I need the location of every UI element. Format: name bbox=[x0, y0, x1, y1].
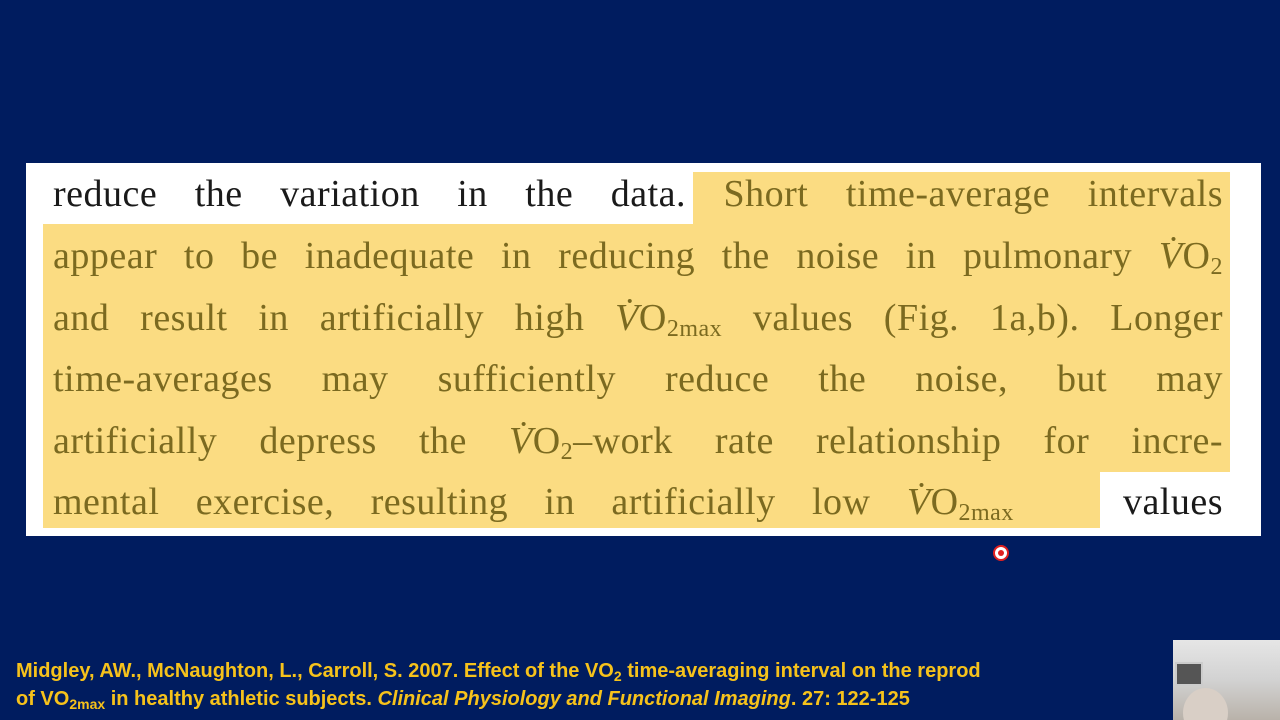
excerpt-line-3: and result in artificially high V̇O2max … bbox=[53, 287, 1223, 349]
highlighted-text: Short time-average intervals bbox=[723, 173, 1223, 215]
o: O bbox=[930, 481, 959, 523]
text: . 27: 122-125 bbox=[790, 688, 910, 710]
subscript: 2 bbox=[1210, 254, 1223, 280]
text: appear to be inadequate in reducing the … bbox=[53, 235, 1159, 277]
o: O bbox=[1182, 235, 1211, 277]
o: O bbox=[638, 297, 667, 339]
citation-line-2: of VO2max in healthy athletic subjects. … bbox=[16, 688, 910, 711]
highlight bbox=[693, 172, 1230, 224]
subscript: 2 bbox=[560, 439, 574, 465]
v-dot: V̇ bbox=[906, 481, 931, 523]
text: mental exercise, resulting in artificial… bbox=[53, 481, 907, 523]
text: of VO bbox=[16, 688, 70, 710]
subscript: 2max bbox=[666, 316, 723, 342]
highlight bbox=[43, 224, 1230, 472]
presenter-head bbox=[1183, 688, 1228, 720]
text: –work rate relationship for incre- bbox=[573, 420, 1223, 462]
excerpt-line-4: time-averages may sufficiently reduce th… bbox=[53, 348, 1223, 410]
text: values bbox=[1122, 481, 1224, 523]
journal-name: Clinical Physiology and Functional Imagi… bbox=[377, 688, 791, 710]
v-dot: V̇ bbox=[509, 420, 533, 462]
monitor-icon bbox=[1175, 662, 1203, 686]
subscript: 2 bbox=[613, 668, 622, 684]
text: in healthy athletic subjects. bbox=[105, 688, 378, 710]
text: Midgley, AW., McNaughton, L., Carroll, S… bbox=[16, 660, 614, 682]
v-dot: V̇ bbox=[615, 297, 639, 339]
text: time-averages may sufficiently reduce th… bbox=[53, 358, 1223, 400]
laser-pointer-icon bbox=[993, 545, 1009, 561]
text: and result in artificially high bbox=[53, 297, 616, 339]
citation-line-1: Midgley, AW., McNaughton, L., Carroll, S… bbox=[16, 660, 981, 683]
o: O bbox=[532, 420, 561, 462]
excerpt-line-1: reduce the variation in the data. Short … bbox=[53, 163, 1223, 225]
excerpt-line-2: appear to be inadequate in reducing the … bbox=[53, 225, 1223, 287]
text: artificially depress the bbox=[53, 420, 509, 462]
subscript: 2max bbox=[69, 696, 106, 712]
text: reduce the variation in the data. bbox=[53, 173, 686, 215]
v-dot: V̇ bbox=[1158, 235, 1183, 277]
excerpt-line-5: artificially depress the V̇O2–work rate … bbox=[53, 410, 1223, 472]
text: time-averaging interval on the reprod bbox=[621, 660, 981, 682]
webcam-overlay bbox=[1173, 640, 1280, 720]
highlight bbox=[43, 472, 1100, 528]
subscript: 2max bbox=[958, 500, 1014, 526]
text: values (Fig. 1a,b). Longer bbox=[722, 297, 1223, 339]
excerpt-line-6: mental exercise, resulting in artificial… bbox=[53, 471, 1223, 533]
